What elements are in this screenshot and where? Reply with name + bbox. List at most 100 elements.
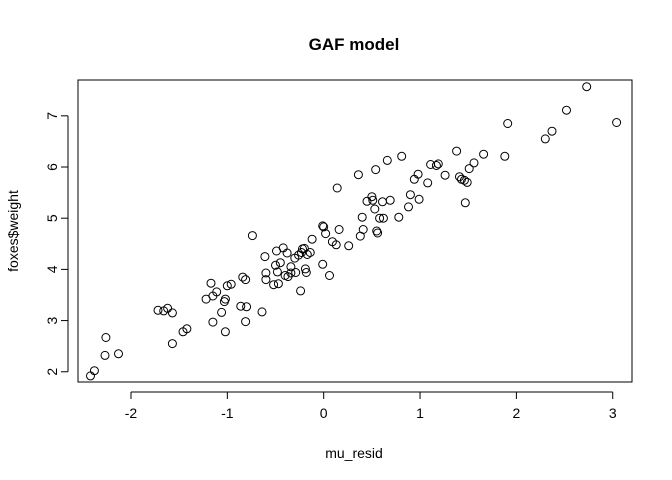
data-point [206,278,216,288]
data-point [319,222,329,232]
data-point [241,275,251,285]
data-point [241,317,251,327]
data-point [220,294,230,304]
data-point [433,159,443,169]
plot-frame [77,79,633,383]
data-point [271,260,280,270]
data-point [358,225,368,234]
data-point [562,105,571,115]
data-point [413,169,423,179]
data-point [282,248,292,258]
data-point [397,151,407,161]
data-point [440,170,450,180]
data-point [217,307,227,317]
data-point [212,287,222,297]
chart-title: GAF model [309,35,400,54]
data-point [368,195,378,205]
data-point [426,160,436,169]
data-point [332,183,342,193]
data-point [469,158,479,168]
data-point [378,213,388,223]
data-point [261,268,271,278]
x-axis-label: mu_resid [325,445,383,461]
data-point [344,241,354,251]
data-point [222,281,232,291]
y-tick-label: 5 [44,214,60,222]
data-point [503,119,513,128]
data-point [460,198,470,208]
data-point [500,151,510,161]
data-point [275,258,285,268]
data-point [464,164,474,174]
data-point [301,268,311,277]
data-point [367,192,377,202]
data-point [89,366,99,376]
data-point [423,178,433,188]
y-axis: 2 3 4 5 6 7 [44,112,69,376]
x-tick-label: -2 [125,405,138,421]
data-points [86,82,622,381]
data-point [404,202,413,212]
data-point [167,339,177,349]
data-point [226,279,236,289]
data-point [375,213,385,223]
data-point [261,275,271,285]
x-tick-label: -1 [221,405,234,421]
data-point [540,134,550,144]
data-point [357,212,367,222]
data-point [153,305,163,315]
data-point [114,349,123,359]
data-point [182,324,192,334]
data-point [321,229,331,239]
data-point [353,170,363,180]
data-point [459,175,469,185]
data-point [220,327,230,337]
y-tick-label: 3 [44,316,60,324]
data-point [278,243,288,253]
data-point [86,371,95,381]
data-point [272,267,282,277]
data-point [382,155,392,165]
data-point [269,280,279,290]
data-point [325,271,334,280]
data-point [462,177,472,187]
data-point [257,307,267,317]
data-point [100,350,110,360]
data-point [394,212,404,222]
data-point [247,231,257,241]
y-tick-label: 6 [44,163,60,171]
data-point [305,248,315,257]
data-point [378,197,387,207]
data-point [260,252,270,262]
x-tick-label: 0 [320,405,328,421]
data-point [414,194,424,204]
data-point [373,228,383,238]
data-point [431,161,441,170]
x-tick-label: 2 [512,405,520,421]
data-point [582,82,592,92]
data-point [479,149,489,159]
data-point [238,272,248,282]
data-point [452,146,462,156]
data-point [307,234,317,244]
data-point [371,165,381,175]
data-point [273,279,283,289]
data-point [302,250,312,259]
data-point [286,262,296,272]
data-point [612,118,622,127]
data-point [547,126,557,136]
data-point [296,286,306,296]
data-point [334,225,344,234]
data-point [167,308,177,318]
data-point [405,190,415,200]
y-tick-label: 7 [44,112,60,120]
x-axis: -2 -1 0 1 2 3 [125,391,617,421]
data-point [286,268,296,278]
data-point [318,221,328,231]
y-tick-label: 2 [44,368,60,376]
y-axis-label: foxes$weight [5,190,21,272]
x-tick-label: 1 [416,405,424,421]
data-point [370,204,380,214]
data-point [163,303,173,313]
